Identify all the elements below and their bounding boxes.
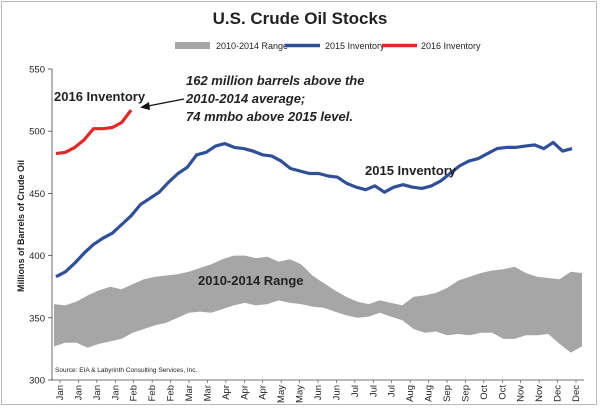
x-tick-label: Jul <box>368 385 379 397</box>
x-tick-label: Sep <box>442 385 453 402</box>
x-tick-label: Jul <box>350 385 361 397</box>
x-tick-label: Apr <box>258 385 269 400</box>
x-tick-label: Sep <box>460 385 471 402</box>
legend: 2010-2014 Range 2015 Inventory 2016 Inve… <box>175 41 481 51</box>
legend-label-2016: 2016 Inventory <box>421 41 481 51</box>
label-2015-inventory: 2015 Inventory <box>365 163 457 178</box>
label-2016-inventory: 2016 Inventory <box>54 89 146 104</box>
x-tick-label: Dec <box>571 385 582 402</box>
x-tick-label: Feb <box>166 385 177 401</box>
x-tick-label: Jun <box>313 385 324 400</box>
series-line-2016 <box>55 109 133 156</box>
x-tick-label: Aug <box>405 385 416 402</box>
y-tick-label: 400 <box>29 251 45 262</box>
x-tick-label: Oct <box>497 385 508 400</box>
source-note: Source: EIA & Labyrinth Consulting Servi… <box>55 367 198 374</box>
callout-line-1: 162 million barrels above the <box>186 73 364 88</box>
y-tick-label: 350 <box>29 313 45 324</box>
legend-label-2015: 2015 Inventory <box>325 41 385 51</box>
y-tick-label: 500 <box>29 127 45 138</box>
x-tick-label: Jun <box>331 385 342 400</box>
x-tick-label: Dec <box>553 385 564 402</box>
callout-line-2: 2010-2014 average; <box>185 91 305 106</box>
x-tick-label: Jan <box>73 385 84 400</box>
y-tick-label: 450 <box>29 189 45 200</box>
chart-title: U.S. Crude Oil Stocks <box>213 9 388 28</box>
callout-line-3: 74 mmbo above 2015 level. <box>186 109 353 124</box>
x-tick-label: Mar <box>184 385 195 401</box>
x-tick-label: Apr <box>221 385 232 400</box>
range-band-layer <box>54 255 582 353</box>
y-axis-label: Millions of Barrels of Crude Oil <box>16 160 26 292</box>
legend-swatch-range <box>175 42 210 49</box>
y-tick-label: 550 <box>29 65 45 76</box>
x-tick-label: Jul <box>387 385 398 397</box>
y-tick-label: 300 <box>29 376 45 387</box>
label-range: 2010-2014 Range <box>198 273 304 288</box>
x-tick-label: Oct <box>479 385 490 400</box>
x-tick-label: May <box>295 385 306 403</box>
x-tick-label: Jan <box>92 385 103 400</box>
series-layer <box>55 109 573 279</box>
x-tick-label: Feb <box>147 385 158 401</box>
x-tick-label: Mar <box>202 385 213 401</box>
axes-layer: 300 350 400 450 500 550 Jan Jan Jan Jan Feb Feb Feb M… <box>29 65 584 403</box>
x-tick-label: Apr <box>239 385 250 400</box>
range-band-area <box>54 255 582 353</box>
x-tick-label: May <box>276 385 287 403</box>
legend-label-range: 2010-2014 Range <box>216 41 288 51</box>
x-tick-label: Nov <box>516 385 527 402</box>
x-tick-label: Feb <box>129 385 140 401</box>
x-tick-label: Aug <box>424 385 435 402</box>
series-line-2015 <box>55 140 573 279</box>
x-tick-label: Nov <box>534 385 545 402</box>
x-tick-label: Jan <box>110 385 121 400</box>
callout-arrow <box>140 98 185 110</box>
x-tick-label: Jan <box>55 385 66 400</box>
